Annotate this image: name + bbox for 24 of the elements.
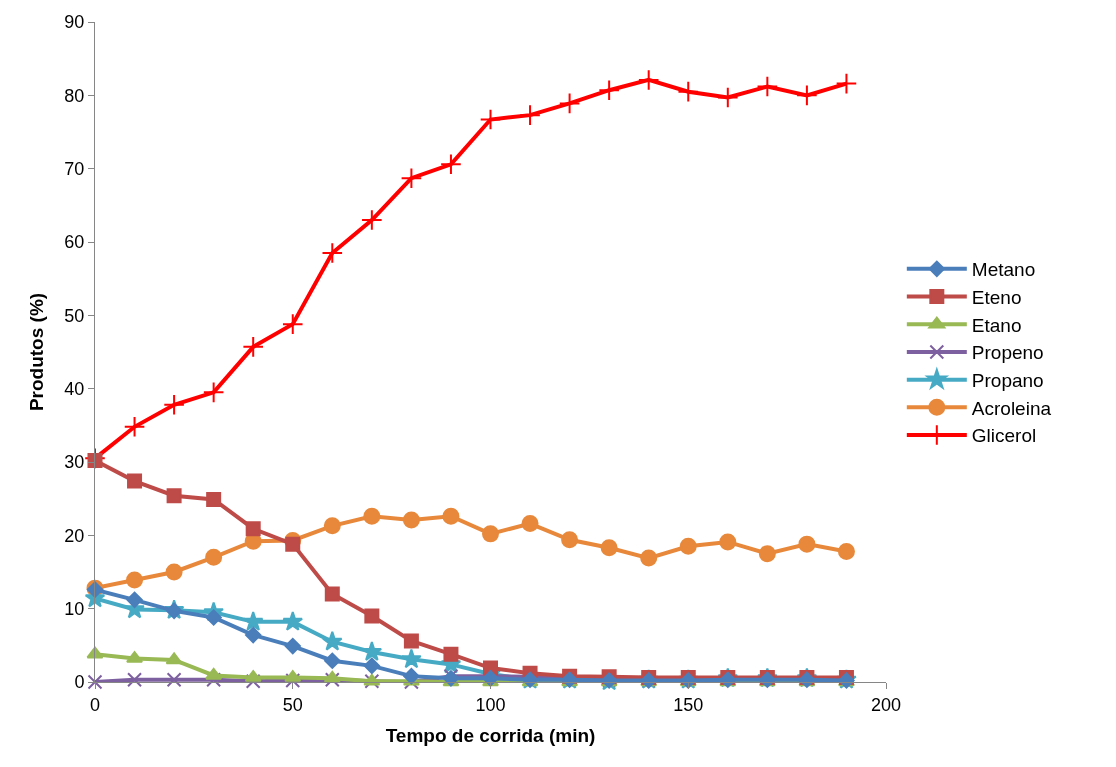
y-tick-label: 20 [64,525,85,546]
legend-label: Propano [971,370,1044,392]
y-tick-label: 90 [64,12,85,33]
y-axis-title: Produtos (%) [26,292,48,412]
y-tick-label: 0 [74,672,85,693]
x-tick-label: 150 [673,694,704,715]
x-tick-label: 50 [282,694,303,715]
y-tick-label: 60 [64,232,85,253]
y-tick-label: 50 [64,305,85,326]
x-axis-title: Tempo de corrida (min) [385,725,596,747]
legend-label: Eteno [971,286,1022,308]
legend-label: Propeno [971,342,1044,364]
y-tick-label: 10 [64,598,85,619]
x-tick-label: 200 [870,694,902,715]
y-tick-label: 40 [64,378,85,399]
legend-label: Metano [971,259,1036,281]
y-tick-label: 80 [64,85,85,106]
legend-label: Acroleina [971,397,1052,419]
x-tick-label: 100 [475,694,506,715]
x-tick-label: 0 [89,694,101,715]
y-tick-label: 70 [64,158,85,179]
y-tick-label: 30 [64,452,85,473]
legend-label: Glicerol [971,425,1037,447]
legend-label: Etano [971,314,1022,336]
